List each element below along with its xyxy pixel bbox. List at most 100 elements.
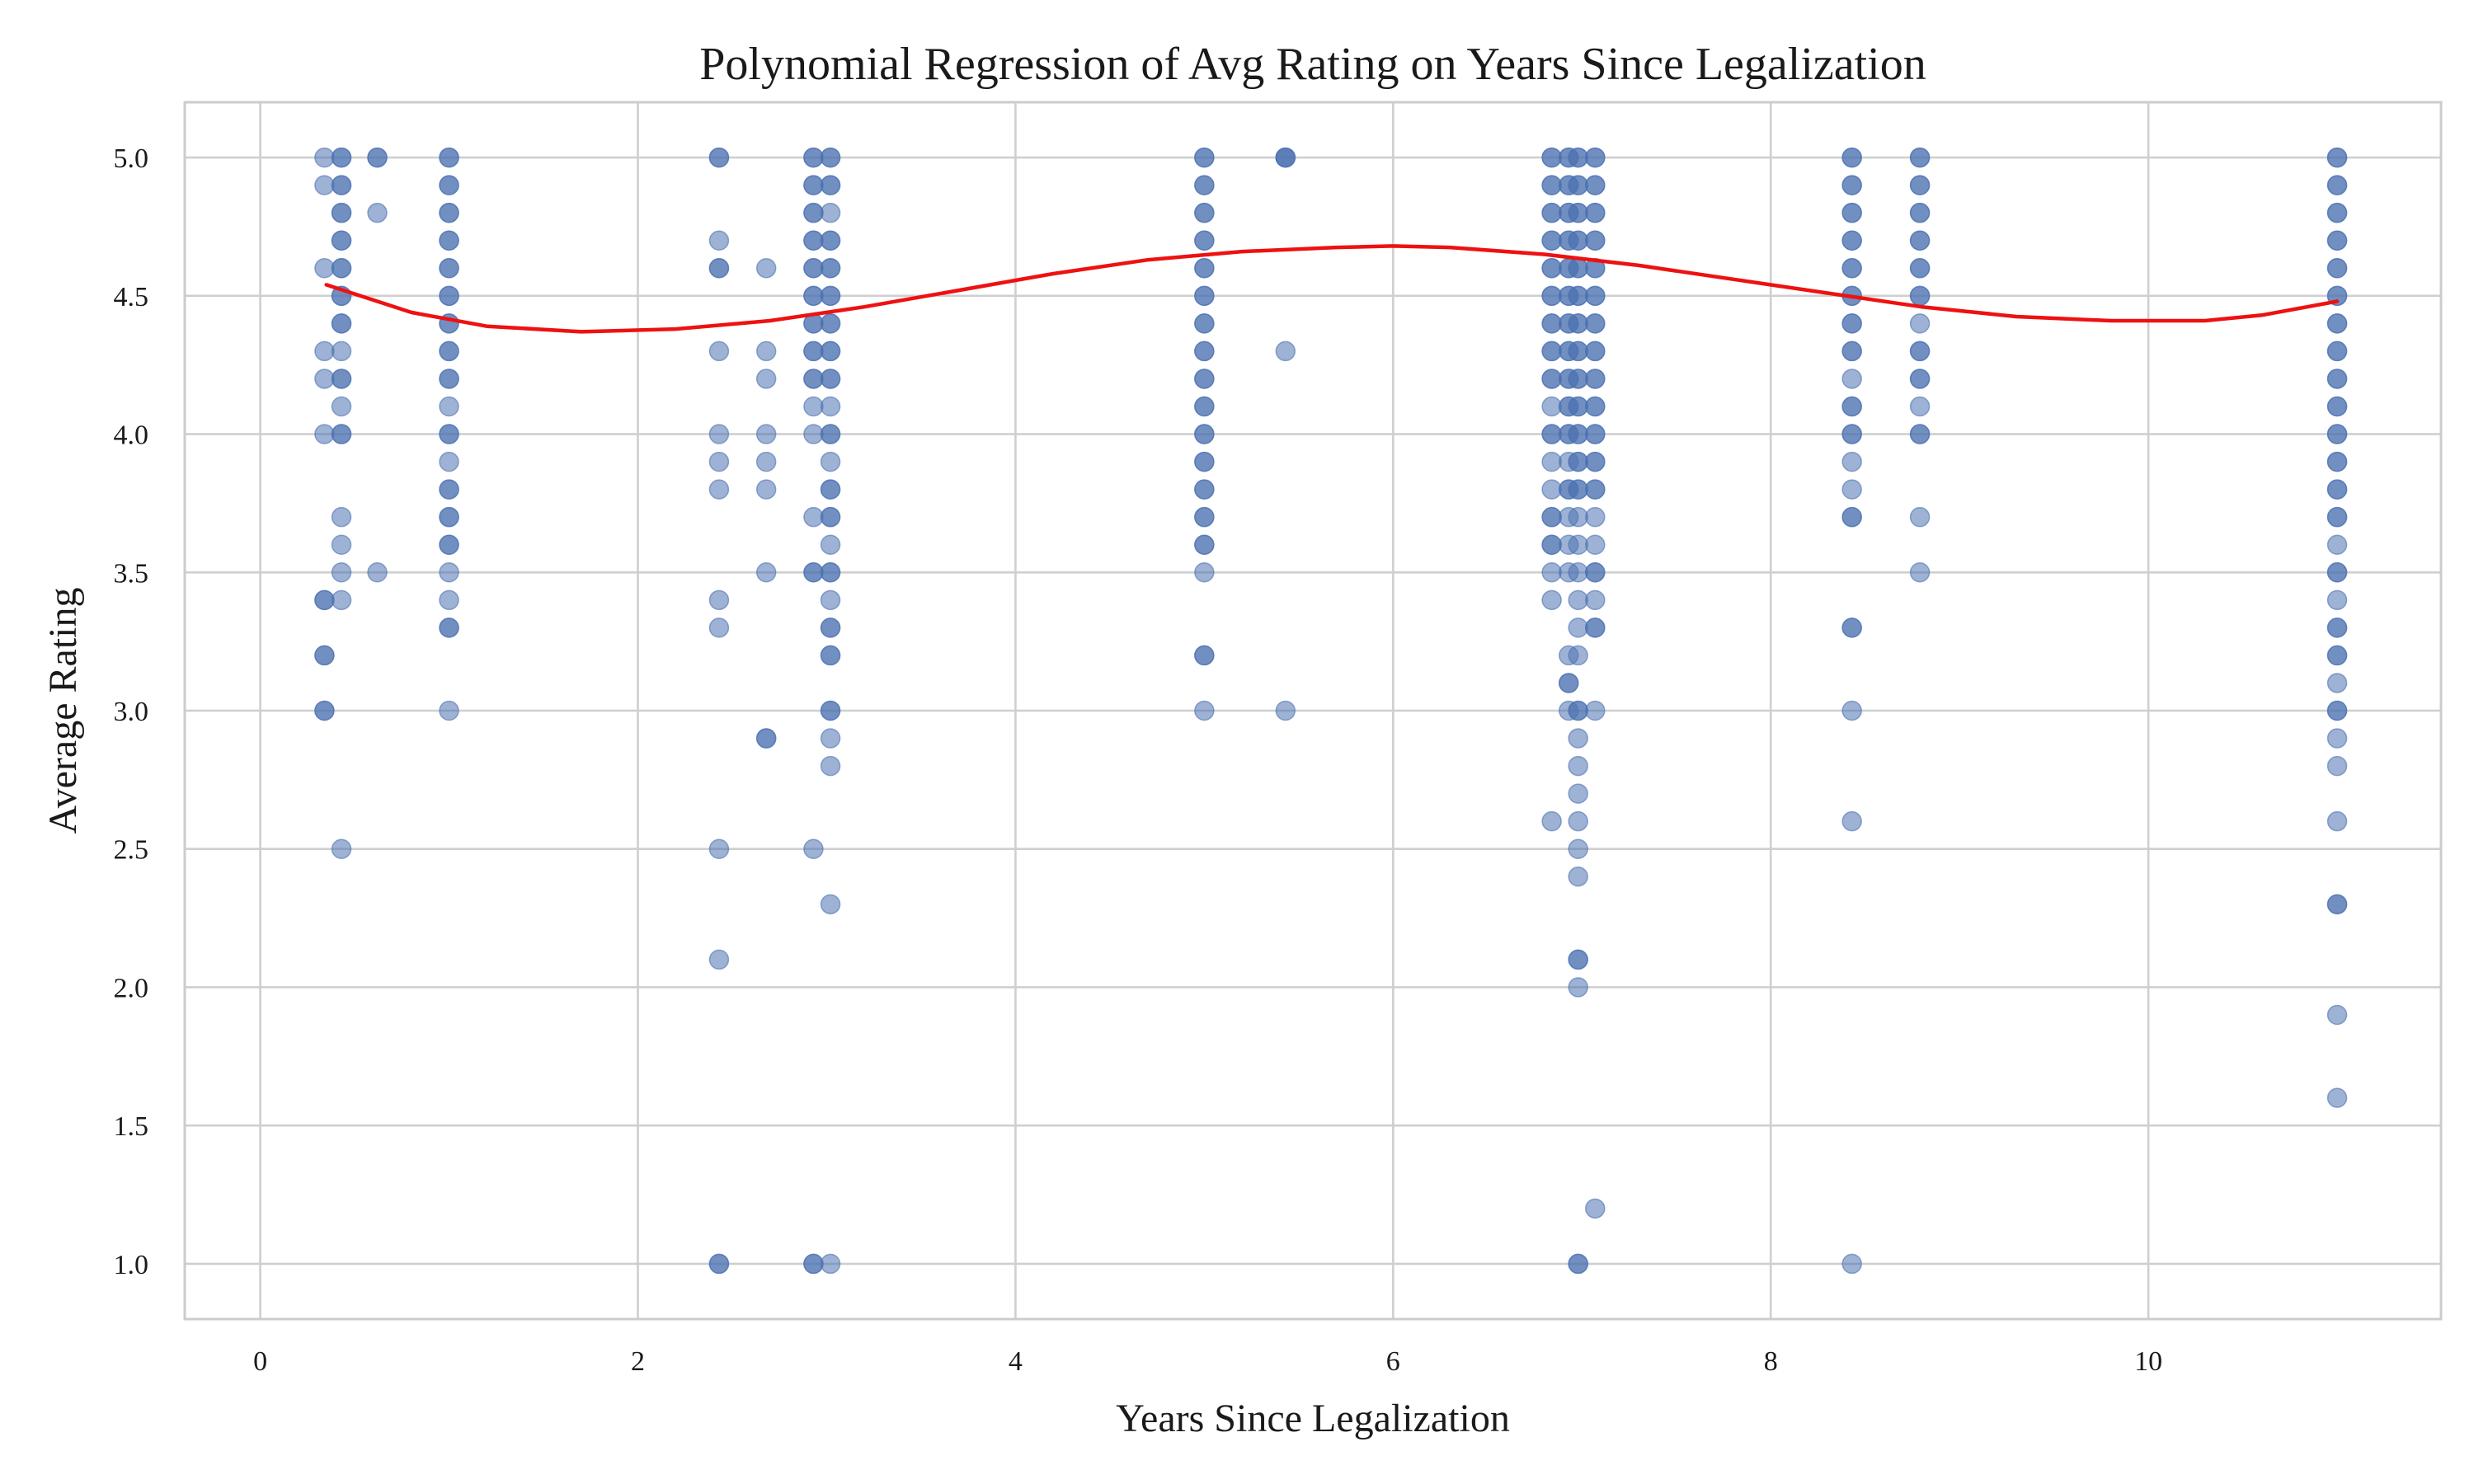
data-point	[2326, 479, 2348, 500]
data-point	[1541, 810, 1562, 832]
data-point	[1841, 1253, 1862, 1275]
data-point	[314, 147, 335, 168]
data-point	[1909, 258, 1931, 279]
data-point	[1568, 424, 1588, 444]
data-point	[2326, 894, 2348, 915]
data-point	[439, 285, 459, 307]
data-point	[1909, 230, 1931, 251]
data-point	[331, 424, 352, 444]
data-point	[2326, 562, 2348, 583]
data-point	[755, 424, 777, 444]
data-point	[1585, 202, 1606, 223]
data-point	[1841, 369, 1862, 389]
data-point	[803, 424, 824, 444]
data-point	[2326, 810, 2348, 832]
y-tick-label: 1.0	[114, 1250, 149, 1280]
data-point	[1585, 230, 1606, 251]
data-point	[1541, 258, 1562, 279]
x-tick-label: 0	[253, 1346, 267, 1377]
data-point	[1841, 479, 1862, 500]
data-point	[1585, 147, 1606, 168]
x-tick-label: 2	[631, 1346, 645, 1377]
data-point	[439, 175, 459, 195]
data-point	[1841, 618, 1862, 638]
data-point	[1568, 728, 1588, 749]
data-point	[708, 618, 730, 638]
data-point	[1541, 479, 1562, 500]
data-point	[331, 313, 352, 334]
data-point	[803, 506, 824, 528]
data-point	[1194, 645, 1215, 666]
data-point	[1841, 700, 1862, 721]
data-point	[708, 340, 730, 362]
data-point	[1541, 506, 1562, 528]
data-point	[1568, 700, 1588, 721]
data-point	[2326, 175, 2348, 195]
data-point	[1909, 369, 1931, 389]
data-point	[1909, 340, 1931, 362]
data-point	[820, 396, 841, 417]
data-point	[1909, 202, 1931, 223]
data-point	[2326, 534, 2348, 555]
data-point	[820, 534, 841, 555]
data-point	[803, 369, 824, 389]
data-point	[1568, 230, 1588, 251]
data-point	[708, 838, 730, 859]
data-point	[1541, 175, 1562, 195]
data-point	[803, 1253, 824, 1275]
data-point	[439, 340, 459, 362]
data-point	[1568, 562, 1588, 583]
data-point	[2326, 700, 2348, 721]
data-point	[314, 340, 335, 362]
data-point	[755, 451, 777, 472]
data-point	[820, 175, 841, 195]
data-point	[1585, 700, 1606, 721]
data-point	[820, 755, 841, 777]
data-point	[1194, 700, 1215, 721]
y-axis-label: Average Rating	[41, 588, 85, 834]
data-point	[2326, 755, 2348, 777]
data-point	[820, 589, 841, 611]
data-point	[1909, 285, 1931, 307]
data-point	[314, 700, 335, 721]
data-point	[708, 949, 730, 970]
data-point	[1568, 451, 1588, 472]
x-tick-label: 4	[1009, 1346, 1023, 1377]
data-point	[755, 258, 777, 279]
data-point	[439, 562, 459, 583]
data-point	[820, 285, 841, 307]
data-point	[2326, 396, 2348, 417]
data-point	[331, 147, 352, 168]
data-point	[820, 1253, 841, 1275]
data-point	[314, 589, 335, 611]
data-point	[1585, 506, 1606, 528]
data-point	[1541, 424, 1562, 444]
data-point	[331, 589, 352, 611]
data-point	[1841, 147, 1862, 168]
data-point	[1841, 258, 1862, 279]
data-point	[820, 479, 841, 500]
data-point	[1568, 313, 1588, 334]
y-tick-label: 2.5	[114, 835, 149, 866]
data-point	[1909, 175, 1931, 195]
data-point	[1568, 396, 1588, 417]
data-point	[1541, 534, 1562, 555]
data-point	[1568, 949, 1588, 970]
data-point	[331, 369, 352, 389]
y-tick-label: 2.0	[114, 973, 149, 1003]
data-point	[1841, 202, 1862, 223]
data-point	[331, 202, 352, 223]
data-point	[439, 700, 459, 721]
y-tick-label: 3.0	[114, 697, 149, 727]
data-point	[708, 479, 730, 500]
data-point	[331, 534, 352, 555]
data-point	[820, 369, 841, 389]
data-point	[755, 479, 777, 500]
data-point	[1541, 285, 1562, 307]
data-point	[1194, 396, 1215, 417]
data-point	[2326, 1087, 2348, 1108]
data-point	[2326, 202, 2348, 223]
y-tick-label: 1.5	[114, 1111, 149, 1142]
data-point	[439, 451, 459, 472]
